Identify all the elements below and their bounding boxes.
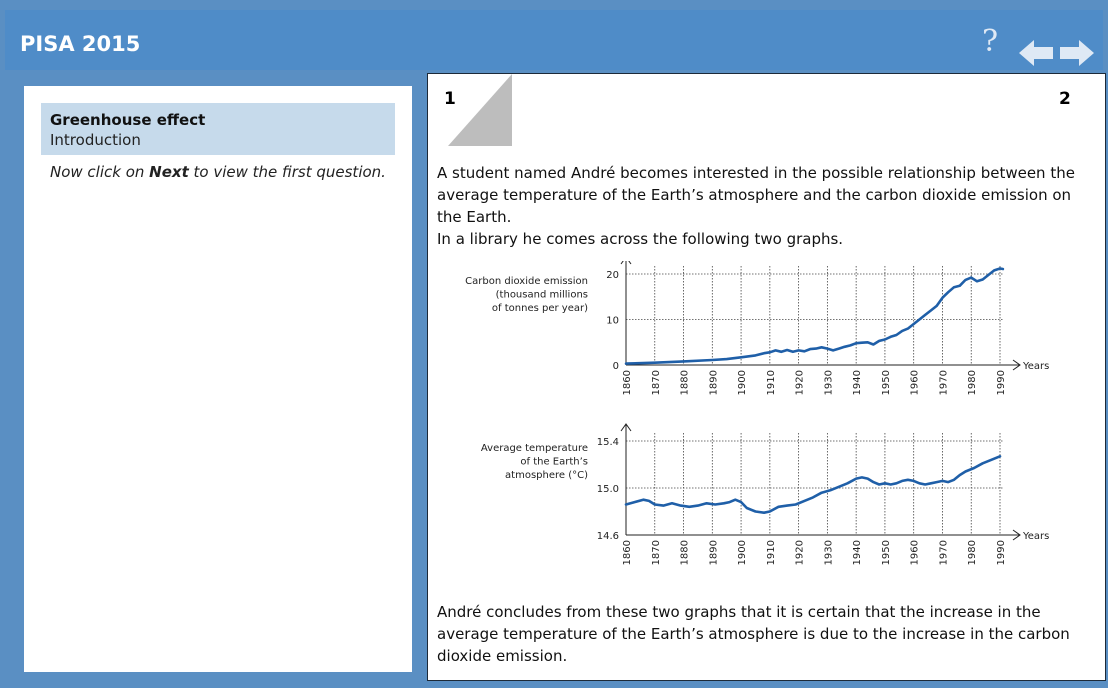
x-tick-label: 1900 — [737, 540, 748, 565]
page-number-2[interactable]: 2 — [1059, 89, 1071, 109]
unit-title: Greenhouse effect — [50, 111, 206, 129]
x-tick-label: 1880 — [680, 370, 691, 395]
x-tick-label: 1950 — [881, 540, 892, 565]
instruction-after: to view the first question. — [188, 163, 386, 181]
y-axis-label-line: Carbon dioxide emission — [465, 276, 588, 287]
y-axis-arrow — [620, 423, 632, 432]
x-tick-label: 1980 — [967, 540, 978, 565]
instruction-next-word: Next — [149, 163, 189, 181]
x-tick-label: 1970 — [938, 540, 949, 565]
page-turn-corner-icon[interactable] — [448, 74, 512, 146]
x-tick-label: 1960 — [910, 540, 921, 565]
stimulus-intro: A student named André becomes interested… — [437, 162, 1077, 250]
x-axis-arrow — [1012, 359, 1021, 371]
x-tick-label: 1910 — [766, 370, 777, 395]
stimulus-conclusion: André concludes from these two graphs th… — [437, 603, 1070, 665]
y-axis-arrow — [620, 261, 632, 265]
data-series-line — [624, 455, 1002, 514]
intro-paragraph-2: In a library he comes across the followi… — [437, 230, 844, 248]
arrow-right-icon[interactable] — [1058, 38, 1094, 68]
y-axis-label-line: of tonnes per year) — [492, 303, 588, 314]
x-tick-label: 1930 — [823, 540, 834, 565]
x-tick-label: 1910 — [766, 540, 777, 565]
x-tick-label: 1930 — [823, 370, 834, 395]
instruction-before: Now click on — [50, 163, 150, 181]
x-tick-label: 1890 — [708, 540, 719, 565]
left-panel: Greenhouse effect Introduction Now click… — [24, 86, 412, 672]
arrow-left-icon[interactable] — [1019, 38, 1055, 68]
x-tick-label: 1920 — [795, 370, 806, 395]
x-tick-label: 1900 — [737, 370, 748, 395]
top-bar: PISA 2015 ? — [5, 10, 1103, 70]
y-tick-label: 15.0 — [597, 484, 619, 495]
y-tick-label: 10 — [606, 316, 619, 327]
y-tick-label: 0 — [613, 361, 619, 372]
stimulus-panel: 1 2 A student named André becomes intere… — [427, 73, 1106, 681]
y-tick-label: 14.6 — [597, 531, 619, 542]
x-tick-label: 1880 — [680, 540, 691, 565]
y-axis-label-line: (thousand millions — [496, 290, 588, 301]
unit-subtitle: Introduction — [50, 131, 141, 149]
y-axis-label-line: of the Earth’s — [520, 457, 588, 468]
x-tick-label: 1990 — [996, 370, 1007, 395]
x-tick-label: 1980 — [967, 370, 978, 395]
unit-header: Greenhouse effect Introduction — [41, 103, 395, 155]
y-tick-label: 15.4 — [597, 437, 619, 448]
y-tick-label: 20 — [606, 270, 619, 281]
x-tick-label: 1920 — [795, 540, 806, 565]
x-tick-label: 1940 — [852, 370, 863, 395]
x-tick-label: 1990 — [996, 540, 1007, 565]
app-title: PISA 2015 — [20, 32, 141, 56]
x-tick-label: 1960 — [910, 370, 921, 395]
y-axis-label-line: Average temperature — [481, 443, 588, 454]
chart-1: Years 0 10 20 1860 1870 1880 1890 1900 1910 1920 19… — [465, 261, 1049, 395]
graphs-figure: Years 0 10 20 1860 1870 1880 1890 1900 1910 1920 19… — [465, 261, 1049, 565]
x-tick-label: 1860 — [622, 540, 633, 565]
x-tick-label: 1950 — [881, 370, 892, 395]
x-tick-label: 1970 — [938, 370, 949, 395]
x-tick-label: 1890 — [708, 370, 719, 395]
page-number-1[interactable]: 1 — [444, 89, 456, 109]
x-axis-label: Years — [1022, 531, 1049, 542]
help-button[interactable]: ? — [982, 24, 999, 59]
x-tick-label: 1870 — [651, 370, 662, 395]
x-tick-label: 1870 — [651, 540, 662, 565]
x-tick-label: 1860 — [622, 370, 633, 395]
y-axis-label-line: atmosphere (°C) — [505, 470, 588, 481]
x-axis-label: Years — [1022, 361, 1049, 372]
x-tick-label: 1940 — [852, 540, 863, 565]
intro-paragraph-1: A student named André becomes interested… — [437, 164, 1075, 226]
data-series-line — [624, 267, 1005, 365]
chart-2: Years 14.6 15.0 15.4 1860 1870 1880 1890 1900 191… — [481, 423, 1049, 565]
instruction-text: Now click on Next to view the first ques… — [50, 163, 386, 181]
x-axis-arrow — [1012, 529, 1021, 541]
